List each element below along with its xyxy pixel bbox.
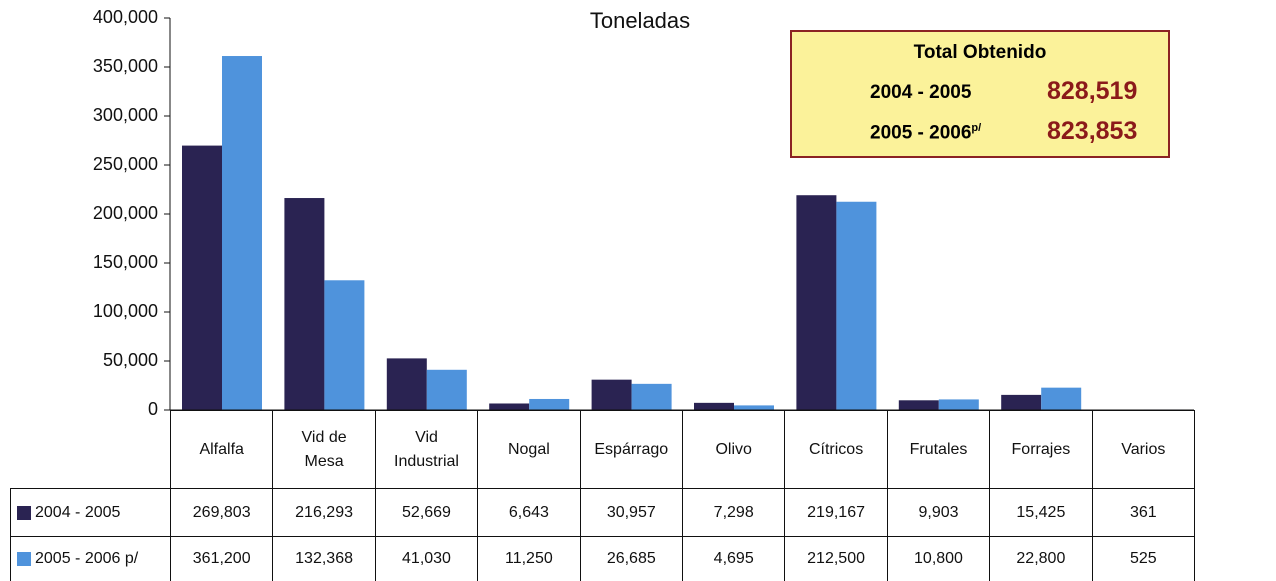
- bar: [386, 358, 427, 410]
- totals-value: 828,519: [1047, 77, 1138, 105]
- y-tick-label: 0: [148, 399, 158, 419]
- value-cell: 10,800: [886, 536, 991, 581]
- value-cell: 11,250: [477, 536, 581, 581]
- y-tick-label: 100,000: [93, 301, 158, 321]
- value-cell: 22,800: [989, 536, 1093, 581]
- category-cell: Frutales: [886, 410, 991, 489]
- y-tick-label: 250,000: [93, 154, 158, 174]
- legend-entry: 2005 - 2006 p/: [10, 536, 171, 581]
- category-cell: Olivo: [682, 410, 786, 489]
- totals-label-sup: p/: [971, 122, 982, 134]
- totals-label: 2005 - 2006p/: [870, 122, 981, 144]
- value-cell: 216,293: [272, 488, 376, 537]
- bar: [796, 195, 837, 410]
- bar: [324, 280, 365, 410]
- bar: [1001, 394, 1042, 410]
- chart-title: Toneladas: [590, 8, 690, 33]
- bar: [734, 405, 774, 410]
- category-cell: Forrajes: [989, 410, 1093, 489]
- totals-title: Total Obtenido: [913, 42, 1047, 63]
- bar: [284, 198, 325, 410]
- value-cell: 269,803: [170, 488, 274, 537]
- bar: [222, 56, 262, 411]
- value-cell: 7,298: [682, 488, 786, 537]
- bar: [426, 369, 467, 410]
- bar: [694, 402, 734, 410]
- bar: [898, 400, 939, 410]
- bar: [489, 403, 530, 410]
- value-cell: 9,903: [886, 488, 991, 537]
- bar: [938, 399, 979, 410]
- category-cell: Nogal: [477, 410, 581, 489]
- bar: [182, 145, 222, 410]
- value-cell: 15,425: [989, 488, 1093, 537]
- category-cell: Alfalfa: [170, 410, 274, 489]
- value-cell: 132,368: [272, 536, 376, 581]
- legend-label: 2004 - 2005: [35, 503, 121, 521]
- category-cell: Espárrago: [579, 410, 683, 489]
- y-tick-label: 50,000: [103, 350, 158, 370]
- legend-label: 2005 - 2006 p/: [35, 550, 139, 568]
- value-cell: 6,643: [477, 488, 581, 537]
- totals-box: Total Obtenido 2004 - 2005 828,519 2005 …: [790, 30, 1170, 158]
- y-tick-label: 200,000: [93, 203, 158, 223]
- legend-entry: 2004 - 2005: [10, 488, 171, 537]
- value-cell: 26,685: [579, 536, 683, 581]
- value-cell: 52,669: [374, 488, 479, 537]
- bar: [631, 383, 672, 410]
- legend-swatch: [17, 505, 31, 520]
- value-cell: 361: [1091, 488, 1195, 537]
- value-cell: 212,500: [784, 536, 888, 581]
- category-cell: Varios: [1091, 410, 1195, 489]
- value-cell: 4,695: [682, 536, 786, 581]
- value-cell: 361,200: [170, 536, 274, 581]
- totals-label: 2004 - 2005: [870, 82, 972, 103]
- bar: [1041, 387, 1082, 410]
- value-cell: 219,167: [784, 488, 888, 537]
- category-cell: Cítricos: [784, 410, 888, 489]
- bar: [591, 379, 632, 410]
- y-tick-label: 300,000: [93, 105, 158, 125]
- category-cell: Vid Industrial: [374, 410, 479, 489]
- y-tick-label: 350,000: [93, 56, 158, 76]
- bar: [836, 201, 877, 410]
- value-cell: 41,030: [374, 536, 479, 581]
- y-tick-label: 150,000: [93, 252, 158, 272]
- totals-value: 823,853: [1047, 117, 1138, 145]
- y-tick-label: 400,000: [93, 7, 158, 27]
- legend-swatch: [17, 552, 31, 566]
- category-cell: Vid de Mesa: [272, 410, 376, 489]
- value-cell: 30,957: [579, 488, 683, 537]
- bar: [529, 398, 570, 410]
- value-cell: 525: [1091, 536, 1195, 581]
- totals-label-text: 2005 - 2006: [870, 122, 972, 144]
